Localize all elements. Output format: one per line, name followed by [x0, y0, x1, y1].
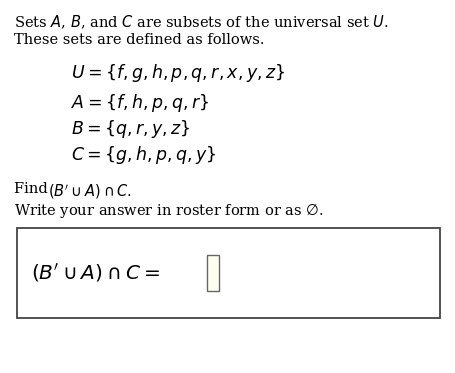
Text: Find: Find — [14, 182, 52, 196]
Text: $\mathit{B} = \{\mathit{q}, \mathit{r}, \mathit{y}, \mathit{z}\}$: $\mathit{B} = \{\mathit{q}, \mathit{r}, … — [71, 118, 190, 140]
FancyBboxPatch shape — [17, 228, 439, 318]
Text: $(B'\cup A) \cap C$.: $(B'\cup A) \cap C$. — [48, 182, 131, 201]
FancyBboxPatch shape — [206, 255, 219, 291]
Text: $(B'\cup A) \cap C = $: $(B'\cup A) \cap C = $ — [31, 262, 160, 284]
Text: $\mathit{C} = \{\mathit{g}, \mathit{h}, \mathit{p}, \mathit{q}, \mathit{y}\}$: $\mathit{C} = \{\mathit{g}, \mathit{h}, … — [71, 144, 216, 166]
Text: $\mathit{U} = \{\mathit{f}, \mathit{g}, \mathit{h}, \mathit{p}, \mathit{q}, \mat: $\mathit{U} = \{\mathit{f}, \mathit{g}, … — [71, 62, 284, 84]
Text: $\mathit{A} = \{\mathit{f}, \mathit{h}, \mathit{p}, \mathit{q}, \mathit{r}\}$: $\mathit{A} = \{\mathit{f}, \mathit{h}, … — [71, 92, 208, 114]
Text: Sets $\mathit{A}$, $\mathit{B}$, and $\mathit{C}$ are subsets of the universal s: Sets $\mathit{A}$, $\mathit{B}$, and $\m… — [14, 14, 388, 31]
Text: These sets are defined as follows.: These sets are defined as follows. — [14, 33, 263, 47]
Text: Write your answer in roster form or as $\varnothing$.: Write your answer in roster form or as $… — [14, 202, 323, 220]
